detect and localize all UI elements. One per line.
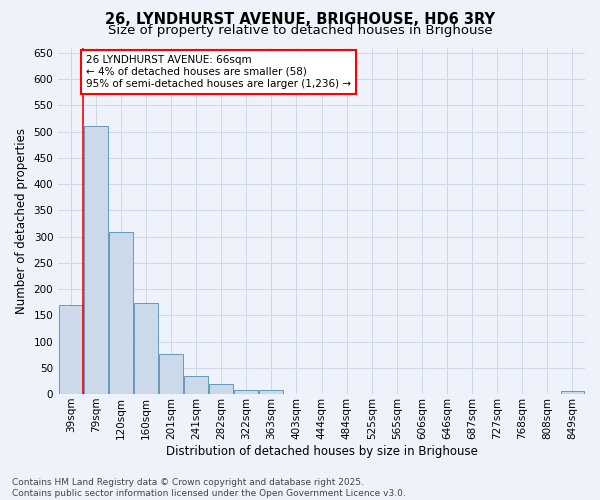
X-axis label: Distribution of detached houses by size in Brighouse: Distribution of detached houses by size … <box>166 444 478 458</box>
Bar <box>134 302 158 394</box>
Bar <box>209 384 233 394</box>
Bar <box>560 392 584 394</box>
Bar <box>109 232 133 394</box>
Text: 26, LYNDHURST AVENUE, BRIGHOUSE, HD6 3RY: 26, LYNDHURST AVENUE, BRIGHOUSE, HD6 3RY <box>105 12 495 28</box>
Bar <box>184 376 208 394</box>
Bar <box>59 305 83 394</box>
Text: 26 LYNDHURST AVENUE: 66sqm
← 4% of detached houses are smaller (58)
95% of semi-: 26 LYNDHURST AVENUE: 66sqm ← 4% of detac… <box>86 56 351 88</box>
Bar <box>259 390 283 394</box>
Bar <box>235 390 258 394</box>
Bar <box>84 126 108 394</box>
Text: Contains HM Land Registry data © Crown copyright and database right 2025.
Contai: Contains HM Land Registry data © Crown c… <box>12 478 406 498</box>
Bar <box>159 354 183 394</box>
Text: Size of property relative to detached houses in Brighouse: Size of property relative to detached ho… <box>107 24 493 37</box>
Y-axis label: Number of detached properties: Number of detached properties <box>15 128 28 314</box>
